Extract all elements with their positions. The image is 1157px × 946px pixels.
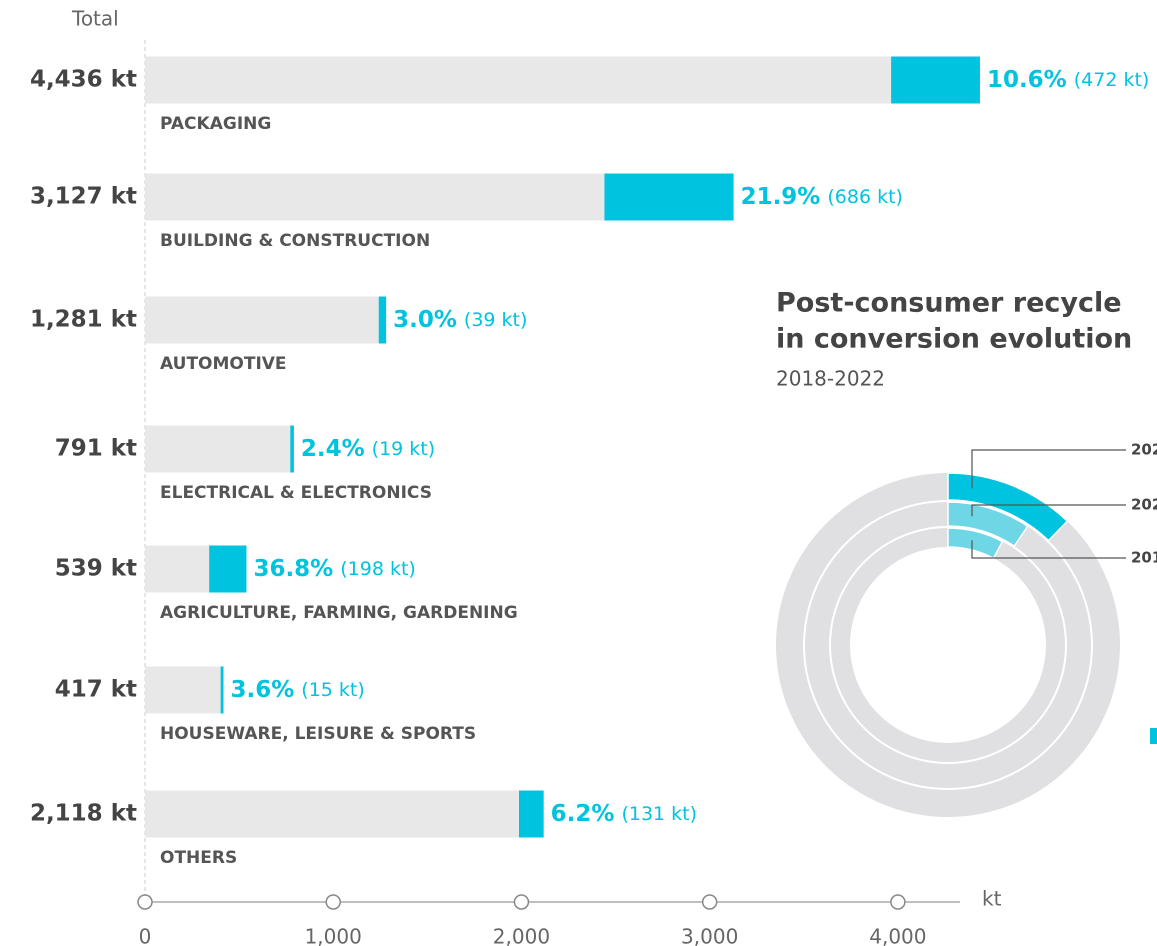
recycled-value: (15 kt): [301, 679, 365, 701]
category-label: AGRICULTURE, FARMING, GARDENING: [160, 603, 518, 623]
ring-arc: [947, 527, 1004, 560]
recycled-bar: [209, 545, 247, 593]
category-label: OTHERS: [160, 848, 237, 868]
share-value: 3.0%: [393, 307, 457, 333]
leader-line: [971, 449, 1126, 489]
total-bar: [145, 56, 980, 104]
x-unit: kt: [982, 887, 1002, 911]
share-label: 6.2% (131 kt): [551, 801, 697, 827]
category-label: BUILDING & CONSTRUCTION: [160, 231, 430, 251]
recycled-value: (19 kt): [372, 438, 436, 460]
recycled-value: (198 kt): [340, 558, 416, 580]
share-label: 2.4% (19 kt): [301, 436, 435, 462]
category-label: HOUSEWARE, LEISURE & SPORTS: [160, 724, 476, 744]
ring-track: [805, 502, 1091, 788]
share-value: 6.2%: [551, 801, 615, 827]
total-label: 539 kt: [55, 556, 137, 582]
recycled-bar: [518, 790, 544, 838]
recycled-bar: [891, 56, 980, 104]
x-tick-label: 4,000: [869, 925, 926, 946]
ring-label: 202: [1131, 496, 1157, 514]
recycled-value: (39 kt): [464, 309, 528, 331]
total-bar: [145, 425, 294, 473]
total-label: 3,127 kt: [30, 184, 137, 210]
x-tick-label: 0: [139, 925, 152, 946]
donut-title: in conversion evolution: [776, 324, 1132, 355]
total-bar: [145, 666, 224, 714]
total-bar: [145, 790, 544, 838]
x-tick-label: 1,000: [305, 925, 362, 946]
x-tick-label: 2,000: [493, 925, 550, 946]
share-label: 21.9% (686 kt): [741, 184, 903, 210]
x-tick-label: 3,000: [681, 925, 738, 946]
leader-line: [971, 540, 1126, 559]
share-value: 21.9%: [741, 184, 821, 210]
x-tick: [890, 894, 906, 910]
recycled-bar: [604, 173, 734, 221]
share-value: 36.8%: [253, 556, 333, 582]
axis-caption: Total: [71, 7, 119, 31]
share-value: 10.6%: [987, 67, 1067, 93]
recycled-bar: [290, 425, 294, 473]
total-label: 1,281 kt: [30, 307, 137, 333]
total-bar: [145, 296, 387, 344]
total-label: 4,436 kt: [30, 67, 137, 93]
donut-title: Post-consumer recycle: [776, 288, 1122, 319]
recycled-value: (131 kt): [621, 803, 697, 825]
recycled-value: (686 kt): [827, 186, 903, 208]
ring-track: [831, 528, 1065, 762]
share-label: 36.8% (198 kt): [253, 556, 415, 582]
ring-label: 201: [1131, 549, 1157, 567]
x-tick: [513, 894, 530, 910]
category-label: ELECTRICAL & ELECTRONICS: [160, 483, 432, 503]
leader-line: [971, 504, 1126, 517]
total-label: 2,118 kt: [30, 801, 137, 827]
donut-subtitle: 2018-2022: [776, 367, 885, 391]
category-label: AUTOMOTIVE: [160, 354, 287, 374]
legend-swatch: [1150, 728, 1157, 744]
share-label: 3.6% (15 kt): [230, 677, 364, 703]
total-label: 417 kt: [55, 677, 137, 703]
ring-label: 202: [1131, 441, 1157, 459]
share-value: 3.6%: [230, 677, 294, 703]
category-label: PACKAGING: [160, 114, 271, 134]
x-tick: [137, 894, 153, 910]
x-tick: [325, 894, 341, 910]
share-label: 10.6% (472 kt): [987, 67, 1149, 93]
x-tick: [701, 894, 718, 910]
share-value: 2.4%: [301, 436, 365, 462]
share-label: 3.0% (39 kt): [393, 307, 527, 333]
ring-arc: [947, 472, 1069, 542]
recycled-bar: [378, 296, 387, 344]
total-label: 791 kt: [55, 436, 137, 462]
recycled-value: (472 kt): [1074, 69, 1150, 91]
recycled-bar: [220, 666, 224, 714]
